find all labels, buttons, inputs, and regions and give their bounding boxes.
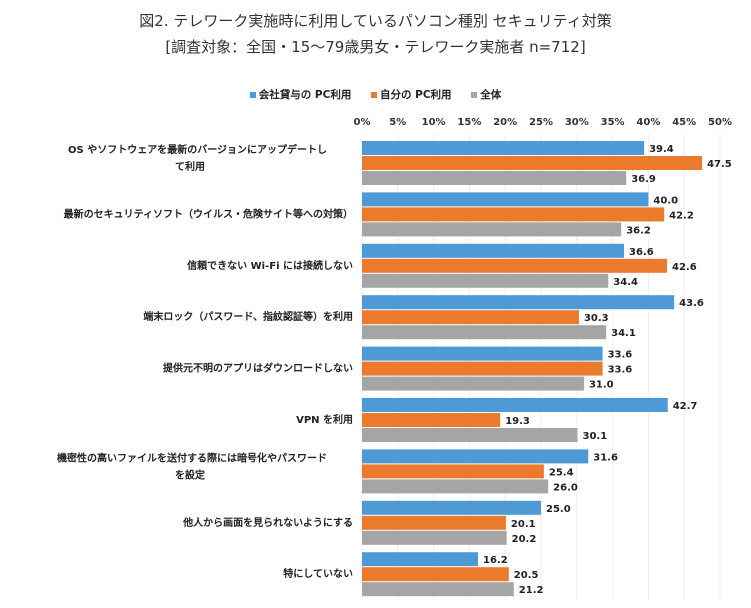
x-tick-label: 50% (708, 117, 732, 128)
data-label: 20.2 (512, 534, 537, 545)
x-tick-label: 35% (601, 117, 625, 128)
data-label: 39.4 (649, 144, 674, 155)
bar (362, 273, 609, 288)
bar (362, 479, 549, 494)
category-label: 機密性の高いファイルを送付する際には暗号化やパスワードを設定 (57, 451, 327, 481)
x-tick-label: 25% (529, 117, 553, 128)
category-label: 提供元不明のアプリはダウンロードしない (163, 362, 353, 375)
bar (362, 413, 501, 427)
bar (362, 141, 645, 155)
data-label: 20.1 (511, 519, 536, 530)
data-label: 33.6 (608, 350, 633, 361)
data-label: 31.0 (589, 380, 614, 391)
bar (362, 464, 544, 479)
legend: 会社貸与の PC利用 自分の PC利用 全体 (0, 87, 751, 102)
legend-label: 自分の PC利用 (380, 89, 452, 101)
chart-subtitle: [調査対象：全国・15～79歳男女・テレワーク実施者 n=712] (165, 38, 586, 56)
x-tick-label: 10% (422, 117, 446, 128)
data-label: 21.2 (519, 585, 544, 596)
data-label: 16.2 (483, 555, 508, 566)
data-label: 33.6 (608, 365, 633, 376)
legend-label: 全体 (480, 89, 502, 101)
x-tick-label: 20% (493, 117, 517, 128)
bar (362, 361, 603, 376)
category-label: 特にしていない (283, 567, 353, 580)
category-label: 信頼できない Wi-Fi には接続しない (187, 259, 353, 272)
data-label: 36.6 (629, 247, 654, 258)
bar (362, 582, 514, 597)
legend-swatch (471, 92, 478, 98)
legend-swatch (371, 92, 377, 98)
data-label: 25.4 (549, 467, 574, 478)
bar (362, 243, 625, 258)
x-tick-label: 40% (636, 117, 660, 128)
data-label: 34.1 (611, 328, 636, 339)
bar (362, 552, 478, 567)
data-label: 42.6 (672, 262, 697, 273)
category-label: 最新のセキュリティソフト（ウイルス・危険サイト等への対策） (64, 207, 353, 220)
bar (362, 530, 507, 545)
category-label: 端末ロック（パスワード、指紋認証等）を利用 (143, 310, 353, 323)
bar (362, 222, 622, 237)
data-label: 25.0 (546, 504, 571, 515)
bar (362, 156, 703, 170)
legend-label: 会社貸与の PC利用 (258, 89, 352, 101)
data-label: 42.7 (673, 401, 698, 412)
category-label: VPN を利用 (296, 413, 353, 426)
bar (362, 428, 578, 442)
bar (362, 346, 603, 361)
data-label: 20.5 (514, 570, 539, 581)
bar (362, 500, 541, 515)
x-tick-label: 0% (354, 117, 371, 128)
data-label: 31.6 (593, 452, 618, 463)
category-label: 他人から画面を見られないようにする (182, 516, 353, 529)
data-label: 30.3 (584, 313, 609, 324)
x-tick-label: 30% (565, 117, 589, 128)
bar (362, 258, 668, 273)
bar (362, 567, 509, 582)
bar (362, 398, 668, 412)
category-label: OS やソフトウェアを最新のバージョンにアップデートして利用 (68, 143, 327, 173)
chart-title: 図2. テレワーク実施時に利用しているパソコン種別 セキュリティ対策 (139, 12, 612, 30)
bar (362, 310, 579, 325)
legend-item: 自分の PC利用 (371, 89, 452, 101)
data-label: 42.2 (669, 210, 694, 221)
data-label: 34.4 (613, 277, 638, 288)
data-label: 43.6 (679, 298, 704, 309)
bar (362, 171, 627, 185)
bar (362, 207, 665, 222)
data-label: 19.3 (505, 416, 530, 427)
bar (362, 325, 607, 340)
data-label: 26.0 (553, 482, 578, 493)
bar (362, 449, 589, 464)
data-label: 40.0 (653, 195, 678, 206)
legend-item: 全体 (471, 89, 501, 101)
bar (362, 295, 675, 310)
data-label: 36.9 (631, 174, 656, 185)
data-label: 30.1 (583, 431, 608, 442)
legend-item: 会社貸与の PC利用 (249, 89, 352, 101)
data-label: 47.5 (707, 159, 732, 170)
data-label: 36.2 (626, 225, 651, 236)
bar (362, 192, 649, 207)
legend-swatch (249, 92, 256, 98)
x-tick-label: 45% (672, 117, 696, 128)
x-tick-label: 5% (389, 117, 406, 128)
bar (362, 515, 506, 530)
x-tick-label: 15% (457, 117, 481, 128)
bar (362, 376, 584, 391)
